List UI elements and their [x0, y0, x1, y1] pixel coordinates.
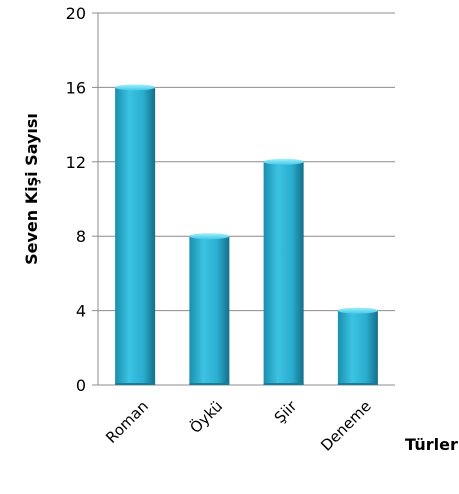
y-axis-title: Seven Kişi Sayısı: [22, 113, 41, 265]
x-category-label: Şiir: [271, 397, 301, 427]
bar-base: [115, 383, 156, 385]
x-category-label: Öykü: [186, 396, 227, 437]
y-tick-label: 0: [76, 376, 86, 395]
x-category-label: Roman: [102, 397, 152, 447]
y-tick-label: 16: [66, 78, 86, 97]
bar-öykü: [189, 233, 230, 385]
y-tick-label: 8: [76, 227, 86, 246]
bar-body: [337, 310, 378, 385]
bar-base: [189, 383, 230, 385]
x-category-label: Deneme: [317, 397, 375, 455]
x-axis-title: Türler: [405, 435, 458, 454]
y-tick-label: 20: [66, 4, 86, 23]
bars: [115, 84, 378, 386]
y-tick-label: 12: [66, 153, 86, 172]
bar-base: [337, 383, 378, 385]
y-tick-labels: 0 4 8 12 16 20: [66, 4, 86, 395]
bar-base: [263, 383, 304, 385]
bar-top: [337, 307, 378, 314]
bar-body: [263, 161, 304, 385]
bar-deneme: [337, 307, 378, 385]
bar-top: [263, 158, 304, 165]
bar-top: [189, 233, 230, 240]
bar-top: [115, 84, 156, 91]
bar-body: [115, 87, 156, 386]
bar-roman: [115, 84, 156, 386]
y-tick-label: 4: [76, 302, 86, 321]
bar-şiir: [263, 158, 304, 385]
bar-body: [189, 236, 230, 385]
x-category-labels: Roman Öykü Şiir Deneme: [102, 396, 374, 454]
